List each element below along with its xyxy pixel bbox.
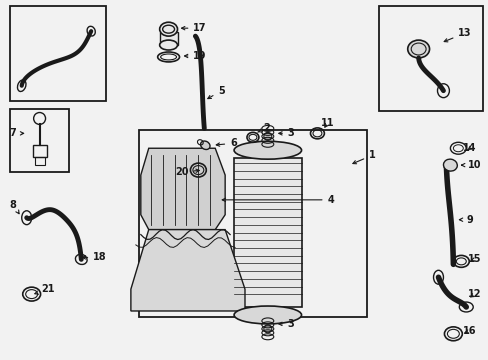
Bar [139, 130, 366, 317]
Bar [10, 6, 106, 100]
Text: 3: 3 [278, 319, 294, 329]
Circle shape [264, 325, 271, 333]
Bar [160, 32, 177, 45]
Text: 11: 11 [320, 118, 334, 129]
Text: 7: 7 [10, 129, 23, 138]
Ellipse shape [234, 141, 301, 159]
Bar [10, 109, 69, 172]
Text: 17: 17 [181, 23, 206, 33]
Bar [234, 158, 301, 307]
Text: 2: 2 [257, 123, 269, 134]
Text: 14: 14 [462, 143, 476, 153]
Bar [35, 157, 44, 165]
Text: 21: 21 [35, 284, 55, 294]
Text: 20: 20 [175, 167, 199, 177]
Circle shape [264, 132, 271, 140]
Text: 12: 12 [468, 289, 481, 299]
Text: 4: 4 [222, 195, 334, 205]
Text: 15: 15 [468, 255, 481, 264]
Text: 19: 19 [184, 51, 206, 61]
Text: 10: 10 [461, 160, 481, 170]
Text: 9: 9 [458, 215, 472, 225]
Text: 13: 13 [443, 28, 471, 42]
Text: 8: 8 [10, 200, 19, 214]
Text: 6: 6 [216, 138, 236, 148]
Ellipse shape [160, 40, 177, 50]
Bar [33, 145, 46, 157]
Ellipse shape [200, 141, 210, 149]
Text: 3: 3 [278, 129, 294, 138]
Polygon shape [131, 230, 244, 311]
Text: 5: 5 [207, 86, 224, 99]
Ellipse shape [443, 159, 456, 171]
Ellipse shape [160, 22, 177, 36]
Bar [378, 6, 482, 111]
Text: 1: 1 [352, 150, 375, 164]
Text: 16: 16 [462, 326, 476, 336]
Ellipse shape [234, 306, 301, 324]
Ellipse shape [407, 40, 428, 58]
Text: 18: 18 [82, 252, 106, 262]
Polygon shape [141, 148, 224, 230]
